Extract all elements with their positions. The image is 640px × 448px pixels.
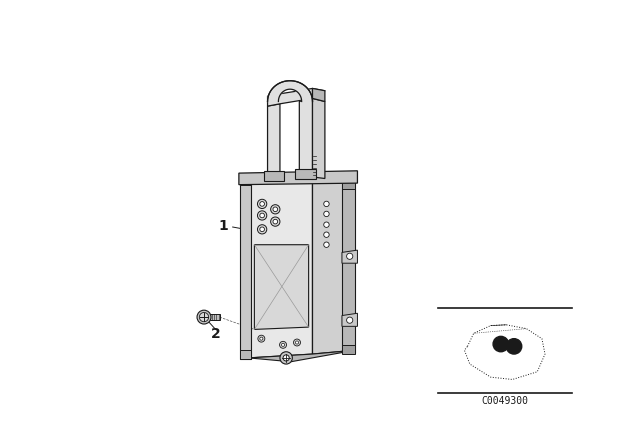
Polygon shape <box>239 171 358 185</box>
Circle shape <box>493 336 509 352</box>
Circle shape <box>260 337 263 340</box>
Circle shape <box>258 335 265 342</box>
Polygon shape <box>264 171 284 181</box>
Polygon shape <box>241 350 250 359</box>
Circle shape <box>271 205 280 214</box>
Circle shape <box>506 339 522 354</box>
Polygon shape <box>312 99 325 178</box>
Circle shape <box>347 317 353 323</box>
Circle shape <box>324 242 329 247</box>
Circle shape <box>260 227 264 232</box>
Polygon shape <box>249 350 355 362</box>
Circle shape <box>199 313 209 322</box>
Circle shape <box>324 222 329 228</box>
Circle shape <box>260 213 264 218</box>
Circle shape <box>324 232 329 237</box>
Text: 1: 1 <box>218 219 228 233</box>
Polygon shape <box>210 314 220 320</box>
Circle shape <box>257 199 267 208</box>
Circle shape <box>324 211 329 217</box>
Circle shape <box>282 343 285 346</box>
Polygon shape <box>342 181 355 189</box>
Polygon shape <box>268 81 312 102</box>
Circle shape <box>280 341 287 348</box>
Polygon shape <box>268 88 312 106</box>
Text: C0049300: C0049300 <box>481 396 528 406</box>
Circle shape <box>294 339 301 346</box>
Circle shape <box>260 202 264 206</box>
Circle shape <box>273 207 278 211</box>
Polygon shape <box>342 181 355 353</box>
Polygon shape <box>342 313 358 326</box>
Polygon shape <box>241 178 250 185</box>
Polygon shape <box>312 88 325 102</box>
Polygon shape <box>241 178 250 359</box>
Polygon shape <box>312 179 355 354</box>
Circle shape <box>347 253 353 259</box>
Polygon shape <box>254 245 308 329</box>
Circle shape <box>324 201 329 207</box>
Circle shape <box>296 341 298 344</box>
Circle shape <box>273 220 278 224</box>
Polygon shape <box>300 99 312 177</box>
Polygon shape <box>249 179 312 358</box>
Polygon shape <box>296 169 316 179</box>
Circle shape <box>271 217 280 226</box>
Polygon shape <box>342 250 358 263</box>
Polygon shape <box>268 104 280 177</box>
Circle shape <box>257 225 267 234</box>
Circle shape <box>197 310 211 324</box>
Circle shape <box>283 355 289 361</box>
Text: 2: 2 <box>211 327 221 341</box>
Circle shape <box>257 211 267 220</box>
Polygon shape <box>342 345 355 354</box>
Circle shape <box>280 352 292 364</box>
